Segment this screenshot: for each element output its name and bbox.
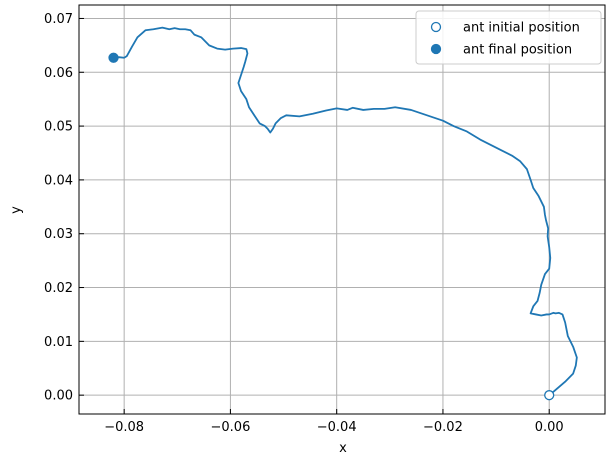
- y-tick-label: 0.01: [44, 335, 73, 350]
- legend-initial-marker: [430, 21, 442, 33]
- plot-frame: [78, 4, 606, 415]
- y-tick-label: 0.05: [44, 120, 73, 135]
- x-tick-label: 0.00: [535, 420, 564, 435]
- legend-box: [415, 10, 602, 65]
- x-tick-label: −0.02: [423, 420, 463, 435]
- series-layer: [113, 26, 578, 396]
- final-position-marker: [108, 52, 119, 63]
- trajectory-line: [113, 26, 578, 396]
- initial-position-marker: [544, 390, 555, 401]
- x-tick-label: −0.06: [211, 420, 251, 435]
- legend-label: ant final position: [463, 43, 572, 58]
- y-tick-label: 0.07: [44, 12, 73, 27]
- markers-layer: [108, 52, 555, 401]
- x-tick-label: −0.04: [317, 420, 357, 435]
- legend-label: ant initial position: [463, 21, 580, 36]
- legend: ant initial position ant final position: [415, 10, 602, 65]
- x-axis-label: x: [339, 441, 347, 455]
- y-tick-label: 0.00: [44, 389, 73, 404]
- y-axis-label: y: [9, 206, 24, 214]
- y-tick-label: 0.02: [44, 281, 73, 296]
- y-tick-label: 0.03: [44, 227, 73, 242]
- grid: [79, 5, 605, 414]
- y-tick-label: 0.04: [44, 173, 73, 188]
- legend-final-marker: [430, 43, 442, 55]
- ticks: −0.08 −0.06 −0.04 −0.02 0.00 0.00 0.01 0.02 0.03…: [44, 12, 564, 435]
- y-tick-label: 0.06: [44, 66, 73, 81]
- x-tick-label: −0.08: [104, 420, 144, 435]
- axes: [78, 4, 606, 415]
